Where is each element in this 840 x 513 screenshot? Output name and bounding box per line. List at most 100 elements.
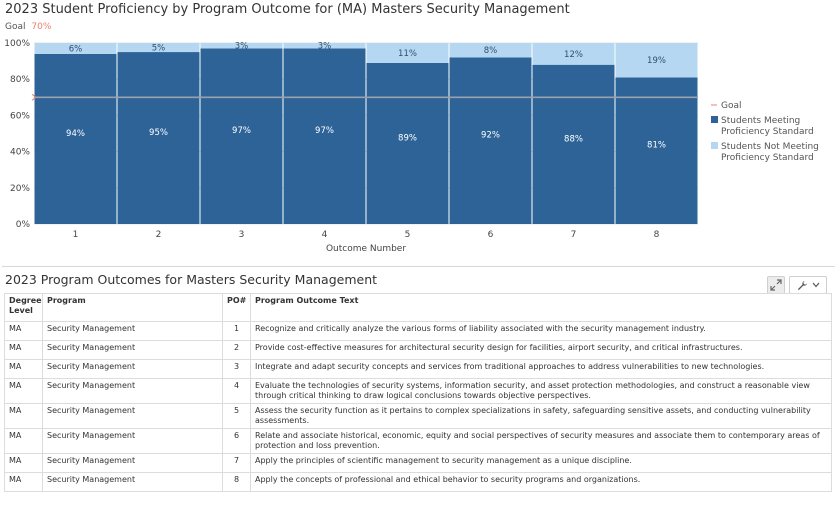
po-number-cell: 1 <box>222 321 251 341</box>
data-label-not-meeting: 6% <box>69 44 83 54</box>
x-tick-label: 2 <box>156 230 162 240</box>
program-cell: Security Management <box>42 403 223 429</box>
x-tick-label: 7 <box>571 230 577 240</box>
bar-not-meeting <box>615 43 698 78</box>
degree-level-cell: MA <box>4 359 43 379</box>
bar-meeting <box>34 53 117 224</box>
y-tick-label: 40% <box>10 148 30 158</box>
data-label-meeting: 97% <box>315 126 334 136</box>
bar-not-meeting <box>117 43 200 53</box>
data-label-meeting: 94% <box>66 129 85 139</box>
y-tick-label: 60% <box>10 111 30 121</box>
chevron-down-icon <box>812 282 819 288</box>
table-title: 2023 Program Outcomes for Masters Securi… <box>5 272 378 287</box>
outcome-text-cell: Provide cost-effective measures for arch… <box>250 340 832 360</box>
po-number-cell: 3 <box>222 359 251 379</box>
bar-meeting <box>200 48 283 225</box>
header-degree-level[interactable]: Degree Level <box>4 293 43 322</box>
po-number-cell: 4 <box>222 378 251 404</box>
y-tick-label: 0% <box>16 220 31 230</box>
chart-title: 2023 Student Proficiency by Program Outc… <box>5 2 570 17</box>
bar-meeting <box>283 48 366 225</box>
outcome-text-cell: Integrate and adapt security concepts an… <box>250 359 832 379</box>
goal-marker <box>31 93 37 101</box>
bar-meeting <box>366 62 449 224</box>
bar-not-meeting <box>366 43 449 63</box>
x-tick-label: 3 <box>239 230 245 240</box>
legend-label: Students Not Meeting <box>721 142 819 152</box>
legend-label: Goal <box>721 101 742 111</box>
table-row: MA Security Management 8 Apply the concepts… <box>4 472 832 492</box>
degree-level-cell: MA <box>4 428 43 454</box>
x-tick-label: 5 <box>405 230 411 240</box>
data-label-not-meeting: 8% <box>484 46 498 56</box>
outcome-text-cell: Apply the concepts of professional and e… <box>250 472 832 492</box>
x-axis-label: Outcome Number <box>326 244 406 254</box>
table-row: MA Security Management 2 Provide cost-effec… <box>4 340 832 360</box>
program-cell: Security Management <box>42 340 223 360</box>
x-tick-label: 1 <box>73 230 79 240</box>
x-tick-label: 6 <box>488 230 494 240</box>
degree-level-cell: MA <box>4 403 43 429</box>
bar-meeting <box>449 57 532 225</box>
expand-button[interactable] <box>767 276 785 294</box>
table-row: MA Security Management 6 Relate and associa… <box>4 428 832 454</box>
program-cell: Security Management <box>42 472 223 492</box>
legend-not-meeting-swatch <box>711 142 718 149</box>
data-label-meeting: 92% <box>481 131 500 141</box>
degree-level-cell: MA <box>4 378 43 404</box>
legend-meeting-swatch <box>711 116 718 123</box>
data-label-not-meeting: 3% <box>318 42 332 52</box>
bar-not-meeting <box>283 43 366 49</box>
program-cell: Security Management <box>42 359 223 379</box>
table-row: MA Security Management 1 Recognize and crit… <box>4 321 832 341</box>
bar-not-meeting <box>532 43 615 65</box>
legend-label: Proficiency Standard <box>721 127 814 137</box>
data-label-not-meeting: 5% <box>152 44 166 54</box>
outcome-text-cell: Relate and associate historical, economi… <box>250 428 832 454</box>
outcome-text-cell: Apply the principles of scientific manag… <box>250 453 832 473</box>
proficiency-chart: 0% 20% 40% 60% 80% 100% 94% 6% 1 95% 5% 2 97% 3% 3 97% 3… <box>4 39 819 254</box>
table-row: MA Security Management 4 Evaluate the techn… <box>4 378 832 404</box>
x-tick-label: 4 <box>322 230 328 240</box>
bar-not-meeting <box>34 43 117 54</box>
data-label-not-meeting: 12% <box>564 50 583 60</box>
data-label-meeting: 88% <box>564 134 583 144</box>
table-row: MA Security Management 5 Assess the securit… <box>4 403 832 429</box>
table-row: MA Security Management 3 Integrate and adap… <box>4 359 832 379</box>
data-label-meeting: 97% <box>232 126 251 136</box>
header-po-number[interactable]: PO# <box>222 293 251 322</box>
header-outcome-text[interactable]: Program Outcome Text <box>250 293 832 322</box>
bar-meeting <box>532 64 615 224</box>
bar-meeting <box>117 52 200 224</box>
y-tick-label: 20% <box>10 184 30 194</box>
x-tick-label: 8 <box>654 230 660 240</box>
degree-level-cell: MA <box>4 453 43 473</box>
y-tick-label: 80% <box>10 75 30 85</box>
degree-level-cell: MA <box>4 340 43 360</box>
outcomes-table: Degree Level Program PO# Program Outcome… <box>4 293 832 492</box>
data-label-meeting: 81% <box>647 141 666 151</box>
settings-menu-button[interactable] <box>789 276 827 294</box>
data-label-meeting: 89% <box>398 133 417 143</box>
bar-not-meeting <box>449 43 532 58</box>
table-header-row: Degree Level Program PO# Program Outcome… <box>4 293 832 322</box>
expand-arrows-icon <box>770 279 782 291</box>
wrench-icon <box>797 280 807 290</box>
chart-panel: 0% 20% 40% 60% 80% 100% 94% 6% 1 95% 5% 2 97% 3% 3 97% 3… <box>4 2 819 254</box>
y-tick-label: 100% <box>4 39 30 49</box>
program-cell: Security Management <box>42 378 223 404</box>
degree-level-cell: MA <box>4 321 43 341</box>
bar-not-meeting <box>200 43 283 49</box>
po-number-cell: 5 <box>222 403 251 429</box>
program-cell: Security Management <box>42 428 223 454</box>
data-label-not-meeting: 19% <box>647 56 666 66</box>
legend-label: Students Meeting <box>721 116 800 126</box>
data-label-not-meeting: 11% <box>398 49 417 59</box>
program-cell: Security Management <box>42 321 223 341</box>
degree-level-cell: MA <box>4 472 43 492</box>
legend-label: Proficiency Standard <box>721 153 814 163</box>
header-program[interactable]: Program <box>42 293 223 322</box>
data-label-not-meeting: 3% <box>235 42 249 52</box>
data-label-meeting: 95% <box>149 128 168 138</box>
